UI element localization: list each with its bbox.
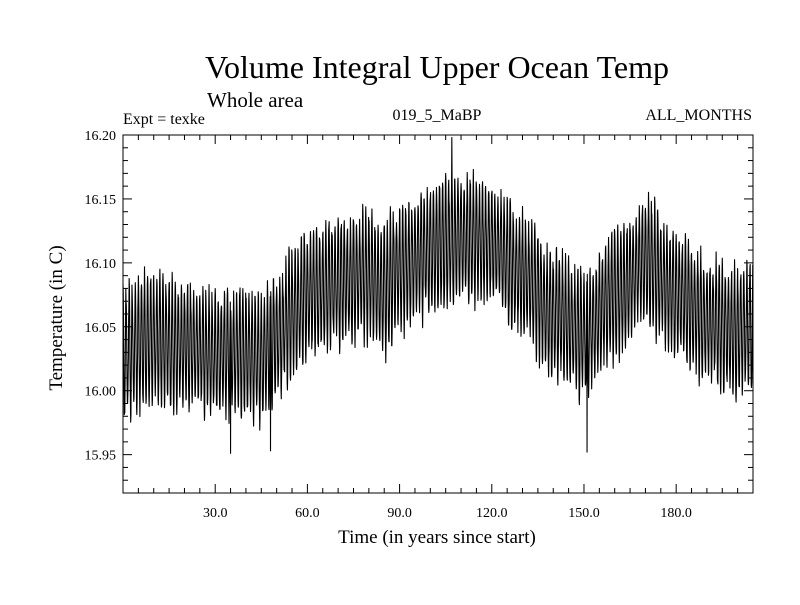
y-axis: 15.95 16.00 16.05 16.10 16.15 16.20 [85, 129, 753, 494]
plot-area [122, 134, 754, 494]
chart-title: Volume Integral Upper Ocean Temp [205, 49, 669, 85]
experiment-label: Expt = texke [123, 111, 205, 128]
x-axis: 30.0 60.0 90.0 120.0 150.0 180.0 [137, 135, 739, 521]
x-axis-label: Time (in years since start) [338, 527, 536, 548]
period-label: ALL_MONTHS [645, 107, 752, 124]
y-tick-label: 15.95 [85, 449, 117, 464]
x-tick-label: 90.0 [387, 506, 412, 521]
y-tick-label: 16.15 [85, 193, 117, 208]
x-tick-label: 180.0 [660, 506, 692, 521]
x-tick-label: 150.0 [568, 506, 600, 521]
x-tick-label: 120.0 [476, 506, 508, 521]
series-line [122, 137, 754, 454]
y-tick-label: 16.10 [85, 257, 117, 272]
y-tick-label: 16.00 [85, 385, 117, 400]
y-tick-label: 16.05 [85, 321, 117, 336]
y-tick-label: 16.20 [85, 129, 117, 144]
chart-subtitle: Whole area [207, 88, 304, 112]
x-tick-label: 30.0 [203, 506, 228, 521]
x-tick-label: 60.0 [295, 506, 320, 521]
y-axis-label: Temperature (in C) [46, 245, 67, 390]
run-id-label: 019_5_MaBP [393, 107, 482, 124]
